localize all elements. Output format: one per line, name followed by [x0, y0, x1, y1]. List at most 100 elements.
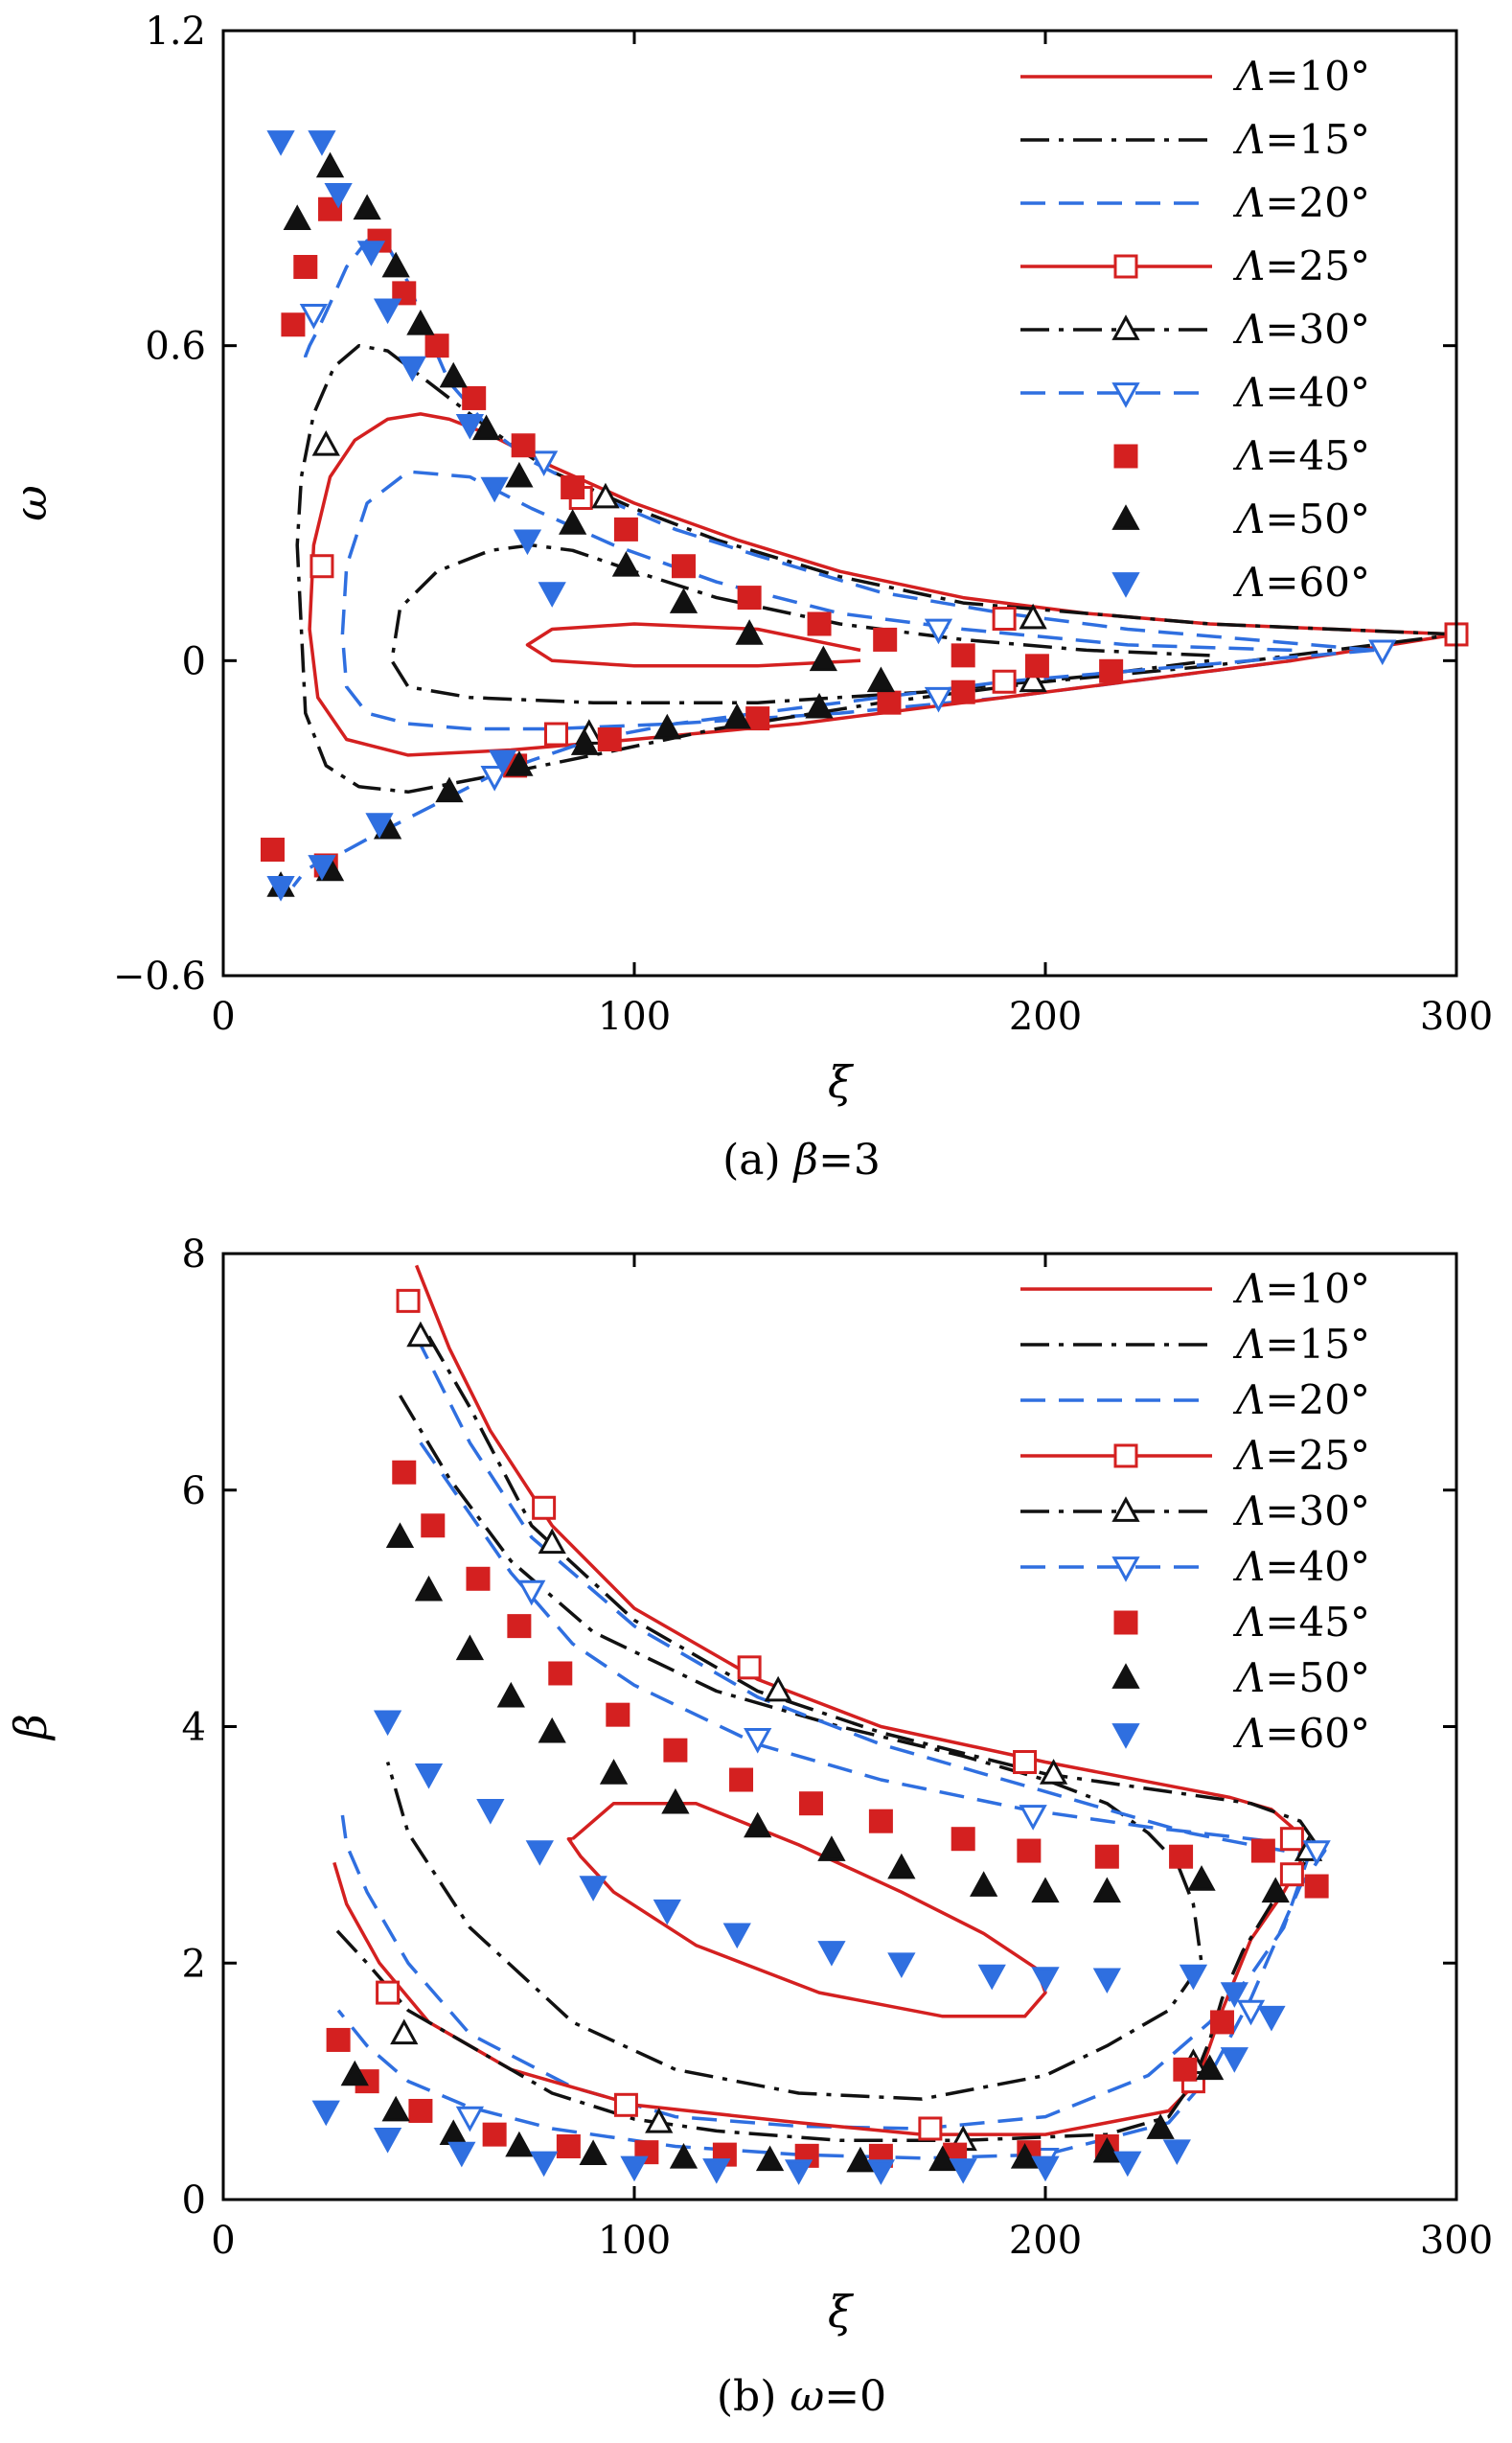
legend-label: Λ=60° [1232, 559, 1370, 606]
legend-label: Λ=10° [1232, 1265, 1370, 1312]
series-line [390, 543, 1210, 704]
data-point [505, 750, 534, 776]
data-point [722, 703, 751, 729]
data-point [414, 1575, 444, 1602]
legend-entry: Λ=25° [1020, 1432, 1370, 1479]
legend-swatch-marker [1111, 572, 1140, 598]
legend-label: Λ=15° [1232, 116, 1370, 163]
data-point [570, 729, 600, 755]
data-point [1187, 1865, 1216, 1891]
data-point [613, 517, 638, 542]
data-point [525, 1840, 554, 1866]
legend-label: Λ=50° [1232, 1654, 1370, 1701]
y-tick-label: 0 [182, 639, 206, 683]
data-point [1099, 658, 1124, 683]
data-point [538, 1717, 566, 1743]
legend-label-symbol: Λ [1232, 179, 1265, 226]
legend: Λ=10°Λ=15°Λ=20°Λ=25°Λ=30°Λ=40°Λ=45°Λ=50°… [1020, 1265, 1370, 1757]
data-point [866, 2159, 896, 2185]
legend-swatch-marker [1113, 1443, 1138, 1468]
legend-label-value: =15° [1265, 1321, 1370, 1368]
caption: (a) β=3 [722, 1136, 881, 1185]
data-point [482, 2122, 507, 2147]
data-point [318, 196, 343, 221]
legend-swatch-marker [1111, 504, 1140, 530]
data-point [1031, 1967, 1060, 1993]
legend-label-symbol: Λ [1232, 53, 1265, 100]
caption-prefix: (a) [722, 1136, 794, 1185]
data-point [846, 2146, 875, 2173]
legend-label-value: =50° [1265, 496, 1370, 542]
data-point [1179, 1964, 1208, 1991]
data-point [489, 749, 517, 776]
data-point [669, 2143, 699, 2169]
data-point [729, 1767, 754, 1792]
legend-label-value: =45° [1265, 432, 1370, 479]
data-point [455, 1634, 485, 1661]
legend-label-symbol: Λ [1232, 1265, 1265, 1312]
data-point [661, 1787, 690, 1814]
data-point [538, 1528, 566, 1555]
data-point [613, 2092, 638, 2117]
data-point [645, 2108, 674, 2133]
data-point [1209, 2010, 1234, 2035]
legend-label: Λ=45° [1232, 432, 1370, 479]
data-point [663, 1738, 688, 1763]
data-point [671, 554, 696, 579]
legend-label: Λ=20° [1232, 179, 1370, 226]
data-point [1019, 603, 1047, 630]
data-point [447, 2141, 476, 2168]
data-point [376, 1980, 401, 2005]
data-point [373, 1710, 402, 1737]
legend-label: Λ=30° [1232, 1487, 1370, 1534]
series-line [304, 239, 1375, 653]
data-point [529, 2151, 559, 2178]
data-point [315, 151, 345, 178]
legend-entry: Λ=25° [1020, 242, 1370, 289]
caption-var: β [792, 1136, 818, 1185]
legend-label: Λ=40° [1232, 369, 1370, 416]
legend-swatch-marker [1111, 314, 1140, 340]
data-point [559, 509, 587, 535]
legend-label-value: =50° [1265, 1654, 1370, 1701]
legend-label: Λ=40° [1232, 1543, 1370, 1590]
data-point [1304, 1874, 1329, 1899]
legend-swatch-marker [1113, 254, 1138, 279]
legend-label-value: =45° [1265, 1599, 1370, 1646]
legend-label: Λ=45° [1232, 1599, 1370, 1646]
data-point [737, 586, 762, 611]
legend-label-value: =10° [1265, 1265, 1370, 1312]
data-point [324, 182, 353, 209]
data-point [390, 2018, 419, 2045]
data-point [1302, 1840, 1331, 1866]
legend-label-value: =60° [1265, 559, 1370, 606]
legend-swatch-marker [1111, 1556, 1140, 1582]
data-point [1279, 1827, 1304, 1852]
data-point [293, 255, 318, 279]
data-point [866, 666, 896, 693]
data-point [392, 1460, 417, 1485]
data-point [970, 1871, 998, 1897]
legend-label-value: =40° [1265, 369, 1370, 416]
data-point [326, 2027, 351, 2052]
data-point [308, 130, 336, 156]
legend-label-value: =15° [1265, 116, 1370, 163]
data-point [1220, 2047, 1249, 2073]
data-point [1220, 1982, 1249, 2008]
data-point [505, 461, 534, 488]
data-point [283, 204, 311, 231]
y-tick-label: 6 [182, 1469, 206, 1513]
legend-label-symbol: Λ [1232, 242, 1265, 289]
data-point [735, 619, 764, 645]
data-point [462, 385, 487, 410]
data-point [266, 130, 295, 156]
data-point [381, 2095, 410, 2122]
y-tick-label: 1.2 [145, 10, 206, 54]
data-point [406, 309, 435, 335]
data-point [396, 1288, 421, 1313]
data-point [722, 1923, 751, 1949]
data-point [1019, 1805, 1047, 1831]
legend-label: Λ=15° [1232, 1321, 1370, 1368]
